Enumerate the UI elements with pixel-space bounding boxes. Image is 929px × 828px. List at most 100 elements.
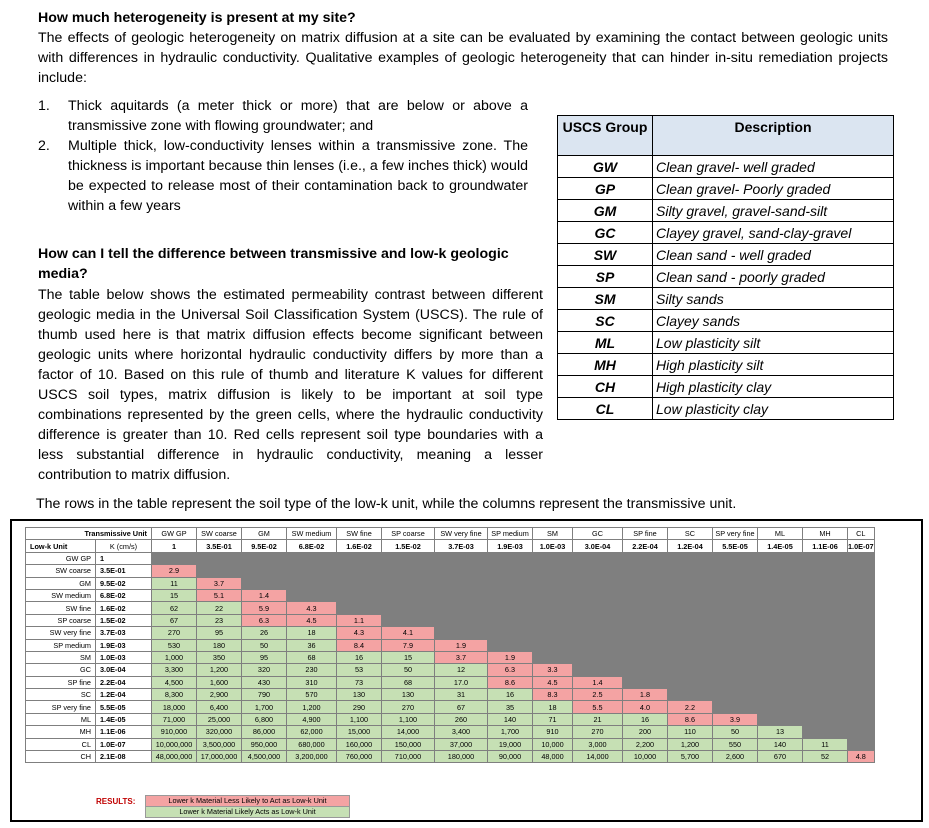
- matrix-row-k: 1.0E-07: [95, 737, 152, 752]
- matrix-row: SP very fine 5.5E-05 18,000 6,400 1,700 1,200…: [25, 700, 875, 714]
- matrix-row-label: SP very fine: [25, 700, 96, 714]
- matrix-empty-cell: [847, 700, 875, 714]
- matrix-empty-cell: [622, 638, 668, 652]
- matrix-empty-cell: [712, 650, 758, 665]
- matrix-value-cell: 310: [286, 675, 337, 690]
- matrix-value-cell: 17,000,000: [196, 750, 242, 764]
- matrix-column-header: MH: [802, 526, 848, 541]
- matrix-row-k: 6.8E-02: [95, 588, 152, 603]
- matrix-row-k: 3.0E-04: [95, 663, 152, 677]
- matrix-empty-cell: [847, 725, 875, 739]
- matrix-empty-cell: [757, 663, 803, 677]
- matrix-value-cell: 16: [487, 688, 533, 702]
- matrix-value-cell: 1,200: [196, 663, 242, 677]
- matrix-value-cell: 1.4: [572, 675, 623, 690]
- matrix-column-k: 3.0E-04: [572, 539, 623, 553]
- uscs-row: MH High plasticity silt: [557, 353, 894, 376]
- matrix-value-cell: 4.0: [622, 700, 668, 714]
- matrix-empty-cell: [667, 576, 713, 590]
- matrix-empty-cell: [847, 675, 875, 690]
- section2-paragraph: The table below shows the estimated perm…: [38, 287, 543, 483]
- matrix-empty-cell: [712, 688, 758, 702]
- uscs-group-cell: SM: [557, 287, 653, 310]
- matrix-value-cell: 140: [757, 737, 803, 752]
- matrix-empty-cell: [622, 675, 668, 690]
- matrix-column-header: SW fine: [336, 526, 382, 541]
- matrix-value-cell: 570: [286, 688, 337, 702]
- matrix-empty-cell: [712, 576, 758, 590]
- matrix-empty-cell: [532, 613, 573, 628]
- list-text: Multiple thick, low-conductivity lenses …: [68, 138, 528, 214]
- matrix-column-header: SW coarse: [196, 526, 242, 541]
- matrix-value-cell: 760,000: [336, 750, 382, 764]
- matrix-empty-cell: [667, 613, 713, 628]
- matrix-empty-cell: [712, 588, 758, 603]
- uscs-row: GC Clayey gravel, sand-clay-gravel: [557, 221, 894, 244]
- matrix-value-cell: 18,000: [151, 700, 197, 714]
- matrix-row-k: 5.5E-05: [95, 700, 152, 714]
- uscs-description-cell: High plasticity clay: [652, 375, 894, 398]
- matrix-value-cell: 180,000: [434, 750, 488, 764]
- matrix-empty-cell: [712, 564, 758, 578]
- matrix-value-cell: 130: [336, 688, 382, 702]
- matrix-empty-cell: [381, 551, 435, 566]
- matrix-value-cell: 1,600: [196, 675, 242, 690]
- uscs-description-cell: Clean gravel- Poorly graded: [652, 177, 894, 200]
- uscs-row: SM Silty sands: [557, 287, 894, 310]
- matrix-value-cell: 3,400: [434, 725, 488, 739]
- matrix-empty-cell: [757, 700, 803, 714]
- uscs-header-group: USCS Group: [557, 115, 653, 156]
- matrix-empty-cell: [667, 588, 713, 603]
- matrix-empty-cell: [487, 601, 533, 615]
- matrix-empty-cell: [757, 601, 803, 615]
- k-header: K (cm/s): [95, 539, 152, 553]
- matrix-value-cell: 3.3: [532, 663, 573, 677]
- matrix-value-cell: 1,100: [336, 712, 382, 727]
- matrix-value-cell: 530: [151, 638, 197, 652]
- matrix-value-cell: 4,900: [286, 712, 337, 727]
- matrix-row-label: SW medium: [25, 588, 96, 603]
- uscs-description-cell: Low plasticity clay: [652, 397, 894, 420]
- list-text: Thick aquitards (a meter thick or more) …: [68, 98, 528, 134]
- matrix-value-cell: 230: [286, 663, 337, 677]
- matrix-empty-cell: [487, 626, 533, 640]
- matrix-empty-cell: [757, 688, 803, 702]
- matrix-value-cell: 350: [196, 650, 242, 665]
- list-number: 1.: [38, 98, 50, 114]
- matrix-value-cell: 2.2: [667, 700, 713, 714]
- matrix-column-header: SP medium: [487, 526, 533, 541]
- matrix-value-cell: 11: [151, 576, 197, 590]
- matrix-row-k: 1.2E-04: [95, 688, 152, 702]
- matrix-empty-cell: [572, 601, 623, 615]
- matrix-value-cell: 26: [241, 626, 287, 640]
- matrix-empty-cell: [336, 564, 382, 578]
- matrix-value-cell: 6,400: [196, 700, 242, 714]
- matrix-empty-cell: [532, 638, 573, 652]
- matrix-empty-cell: [487, 551, 533, 566]
- matrix-value-cell: 1,100: [381, 712, 435, 727]
- matrix-empty-cell: [757, 588, 803, 603]
- matrix-row-label: MH: [25, 725, 96, 739]
- matrix-value-cell: 4.3: [286, 601, 337, 615]
- matrix-empty-cell: [336, 576, 382, 590]
- list-item: 1. Thick aquitards (a meter thick or more…: [38, 96, 528, 136]
- matrix-row: SP fine 2.2E-04 4,500 1,600 430 310 73 68 17.0 8.…: [25, 675, 875, 690]
- matrix-column-header: SP very fine: [712, 526, 758, 541]
- matrix-value-cell: 290: [336, 700, 382, 714]
- matrix-empty-cell: [712, 663, 758, 677]
- matrix-value-cell: 2,900: [196, 688, 242, 702]
- matrix-empty-cell: [532, 601, 573, 615]
- matrix-value-cell: 2,200: [622, 737, 668, 752]
- matrix-value-cell: 31: [434, 688, 488, 702]
- matrix-empty-cell: [572, 650, 623, 665]
- matrix-value-cell: 22: [196, 601, 242, 615]
- matrix-column-k: 1.0E-07: [847, 539, 875, 553]
- matrix-row-k: 1: [95, 551, 152, 566]
- matrix-column-k: 1.4E-05: [757, 539, 803, 553]
- uscs-row: CH High plasticity clay: [557, 375, 894, 398]
- matrix-row-label: SW fine: [25, 601, 96, 615]
- matrix-column-header: CL: [847, 526, 875, 541]
- matrix-row-k: 1.4E-05: [95, 712, 152, 727]
- matrix-column-k: 2.2E-04: [622, 539, 668, 553]
- matrix-empty-cell: [757, 675, 803, 690]
